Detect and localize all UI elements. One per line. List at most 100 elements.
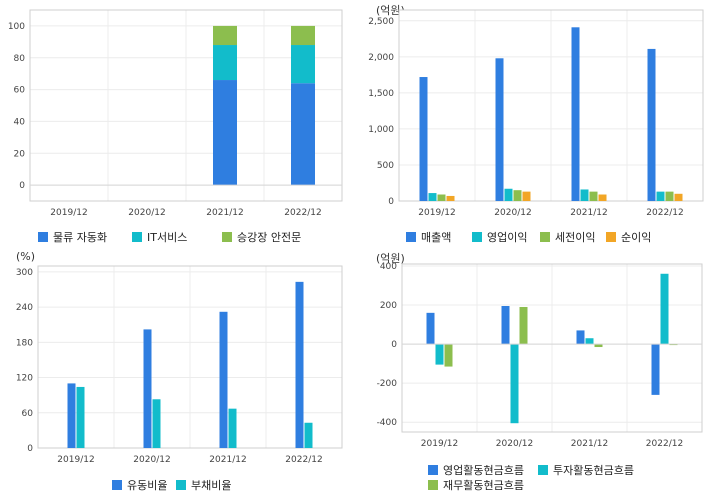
- legend-label: 매출액: [421, 231, 452, 244]
- y-tick-label: 1,500: [368, 89, 394, 99]
- y-tick-label: 0: [388, 197, 394, 207]
- legend-swatch-blue: [406, 232, 416, 242]
- bar: [580, 189, 589, 201]
- business-mix-chart: 0 20 40 60 80 100 2019/12 2020/12 2021/12 2022/12: [8, 9, 343, 218]
- y-tick-label: 300: [16, 268, 33, 278]
- x-tick-label: 2019/12: [57, 455, 94, 465]
- plot-frame: [401, 263, 703, 433]
- bar: [219, 311, 228, 448]
- legend-item: 세전이익: [540, 229, 595, 245]
- legend-swatch-teal: [176, 480, 186, 490]
- y-tick-label: 500: [377, 161, 394, 171]
- legend-item: 재무활동현금흐름: [428, 477, 524, 493]
- legend-swatch-green: [428, 480, 438, 490]
- legend-item: 승강장 안전문: [222, 229, 301, 245]
- bar: [513, 190, 522, 201]
- legend-item: 부채비율: [176, 477, 231, 493]
- y-tick-label: 240: [16, 303, 33, 313]
- cashflow-chart: -400 -200 0 200 400 2019/12 2020/12 2021/12 2022…: [377, 262, 703, 449]
- bar: [665, 191, 674, 201]
- bar: [291, 25, 315, 46]
- x-tick-label: 2021/12: [209, 455, 246, 465]
- y-tick-label: 0: [27, 444, 33, 454]
- bar: [304, 422, 313, 448]
- legend-swatch-teal: [132, 232, 142, 242]
- legend-item: 순이익: [606, 229, 651, 245]
- legend-item: 매출액: [406, 229, 451, 245]
- legend-item: 유동비율: [112, 477, 167, 493]
- legend-item: 영업이익: [472, 229, 527, 245]
- legend-swatch-teal: [472, 232, 482, 242]
- legend-item: 물류 자동화: [38, 229, 107, 245]
- bar: [426, 312, 435, 345]
- bar: [228, 408, 237, 448]
- bar: [444, 344, 453, 367]
- legend-item: IT서비스: [132, 229, 187, 245]
- y-tick-label: 100: [8, 22, 25, 32]
- bar: [291, 45, 315, 84]
- legend-label: 재무활동현금흐름: [443, 479, 524, 492]
- bar: [656, 191, 665, 201]
- legend-label: IT서비스: [147, 231, 188, 244]
- y-tick-label: 0: [19, 181, 25, 191]
- legend-label: 승강장 안전문: [237, 231, 302, 244]
- legend-swatch-teal: [538, 465, 548, 475]
- y-tick-label: 40: [14, 117, 26, 127]
- bar: [674, 193, 683, 201]
- revenue-chart: 0 500 1,000 1,500 2,000 2,500 2019/12 2020/12 20…: [368, 9, 704, 218]
- y-tick-label: 1,000: [368, 125, 394, 135]
- y-tick-label: 60: [14, 86, 26, 96]
- x-tick-label: 2022/12: [646, 208, 683, 218]
- x-tick-label: 2020/12: [133, 455, 170, 465]
- plot-frame: [29, 9, 343, 202]
- legend-swatch-green: [222, 232, 232, 242]
- y-tick-label: 60: [22, 409, 34, 419]
- bar: [213, 45, 237, 81]
- legend-label: 영업이익: [487, 231, 528, 244]
- bar: [495, 58, 504, 202]
- chart-panel-cashflow: (억원) -400 -200 0 200 400 2019/12 2020/12 2021/1…: [360, 248, 720, 496]
- bar: [291, 83, 315, 186]
- bar: [647, 48, 656, 202]
- unit-label: (억원): [376, 252, 405, 265]
- bar: [510, 344, 519, 424]
- ratio-chart: 0 60 120 180 240 300 2019/12 2020/12 2021/12 2022…: [16, 265, 343, 465]
- y-tick-label: 400: [380, 262, 397, 272]
- legend-label: 부채비율: [191, 479, 232, 492]
- chart-panel-revenue: (억원) 0 500 1,000 1,500 2,000 2,500 2019/12 2020…: [360, 0, 720, 248]
- unit-label: (억원): [376, 4, 405, 17]
- x-tick-label: 2019/12: [50, 208, 87, 218]
- legend-swatch-blue: [112, 480, 122, 490]
- x-tick-label: 2019/12: [421, 439, 458, 449]
- legend-swatch-blue: [38, 232, 48, 242]
- bar: [67, 383, 76, 448]
- y-tick-label: 20: [14, 149, 26, 159]
- bar: [522, 191, 531, 201]
- legend-label: 순이익: [621, 231, 652, 244]
- x-tick-label: 2020/12: [128, 208, 165, 218]
- bar: [213, 80, 237, 186]
- bar: [598, 194, 607, 201]
- y-tick-label: -400: [377, 418, 398, 428]
- bar: [428, 193, 437, 201]
- plot-frame: [37, 265, 343, 449]
- bar: [585, 338, 594, 345]
- y-tick-label: 2,000: [368, 53, 394, 63]
- y-tick-label: 80: [14, 54, 26, 64]
- x-tick-label: 2022/12: [646, 439, 683, 449]
- bar: [594, 344, 603, 348]
- legend-item: 영업활동현금흐름: [428, 462, 524, 478]
- bar: [295, 281, 304, 448]
- legend-label: 세전이익: [555, 231, 596, 244]
- x-tick-label: 2020/12: [496, 439, 533, 449]
- legend-swatch-orange: [606, 232, 616, 242]
- bar: [571, 27, 580, 202]
- unit-label: (%): [16, 250, 36, 263]
- y-tick-label: 120: [16, 374, 33, 384]
- y-tick-label: 200: [380, 301, 397, 311]
- y-tick-label: 180: [16, 338, 33, 348]
- bar: [660, 273, 669, 345]
- bar: [419, 77, 428, 201]
- x-tick-label: 2022/12: [284, 208, 321, 218]
- legend-label: 물류 자동화: [53, 231, 108, 244]
